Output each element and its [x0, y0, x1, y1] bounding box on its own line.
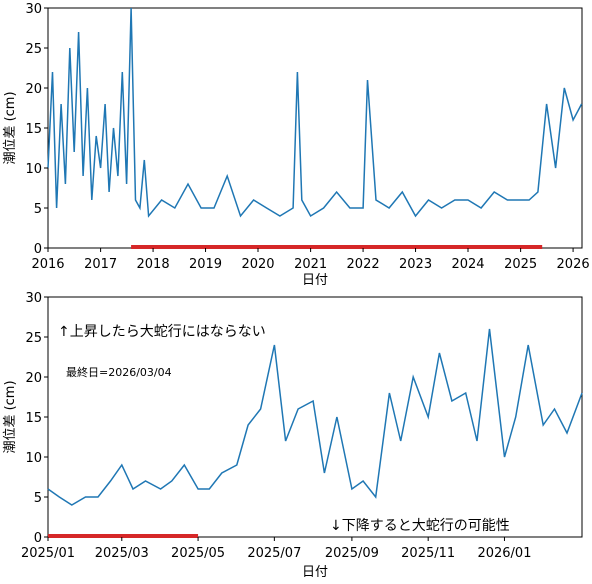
x-tick-label: 2022 [347, 257, 380, 272]
x-tick-label: 2021 [294, 257, 327, 272]
x-tick-label: 2024 [451, 257, 484, 272]
annotation-down: ↓下降すると大蛇行の可能性 [330, 518, 510, 534]
x-tick-label: 2017 [84, 257, 117, 272]
y-tick-label: 15 [25, 411, 42, 426]
x-tick-label: 2025/05 [171, 546, 225, 561]
x-tick-label: 2025/03 [95, 546, 149, 561]
x-tick-label: 2025/01 [21, 546, 75, 561]
x-tick-label: 2026/01 [477, 546, 531, 561]
x-tick-label: 2025/07 [247, 546, 301, 561]
y-tick-label: 10 [25, 162, 42, 177]
highlight-bar-bottom [48, 534, 199, 538]
x-tick-label: 2016 [31, 257, 64, 272]
x-tick-label: 2026 [557, 257, 590, 272]
x-tick-label: 2018 [137, 257, 170, 272]
x-tick-label: 2025 [504, 257, 537, 272]
y-axis-label-bottom: 潮位差 (cm) [3, 380, 18, 453]
y-tick-label: 15 [25, 122, 42, 137]
x-tick-label: 2019 [189, 257, 222, 272]
y-tick-label: 25 [25, 331, 42, 346]
y-tick-label: 30 [25, 2, 42, 17]
series-line-bottom [47, 328, 583, 506]
y-tick-label: 0 [34, 242, 42, 257]
y-tick-label: 5 [34, 491, 42, 506]
x-tick-label: 2025/09 [325, 546, 379, 561]
x-axis-ticks-bottom: 2025/01 2025/03 2025/05 2025/07 2025/09 2025/… [21, 537, 531, 561]
y-tick-label: 20 [25, 371, 42, 386]
x-axis-ticks-top: 2016 2017 2018 2019 2020 2021 2022 2023 2024 2025… [31, 248, 590, 272]
x-tick-label: 2025/11 [401, 546, 455, 561]
annotation-up: ↑上昇したら大蛇行にはならない [58, 324, 266, 340]
y-tick-label: 30 [25, 291, 42, 306]
x-axis-label-bottom: 日付 [302, 565, 328, 580]
y-tick-label: 20 [25, 82, 42, 97]
series-line-top [47, 7, 583, 218]
x-tick-label: 2023 [399, 257, 432, 272]
y-tick-label: 25 [25, 42, 42, 57]
annotation-last-day: 最終日=2026/03/04 [66, 365, 172, 379]
y-axis-ticks-top: 0 5 10 15 20 25 30 [25, 2, 48, 257]
y-tick-label: 10 [25, 451, 42, 466]
x-tick-label: 2020 [241, 257, 274, 272]
y-axis-ticks-bottom: 0 5 10 15 20 25 30 [25, 291, 48, 546]
y-tick-label: 0 [34, 531, 42, 546]
highlight-bar-top [131, 245, 543, 249]
y-tick-label: 5 [34, 202, 42, 217]
x-axis-label-top: 日付 [302, 273, 328, 288]
y-axis-label-top: 潮位差 (cm) [3, 91, 18, 164]
